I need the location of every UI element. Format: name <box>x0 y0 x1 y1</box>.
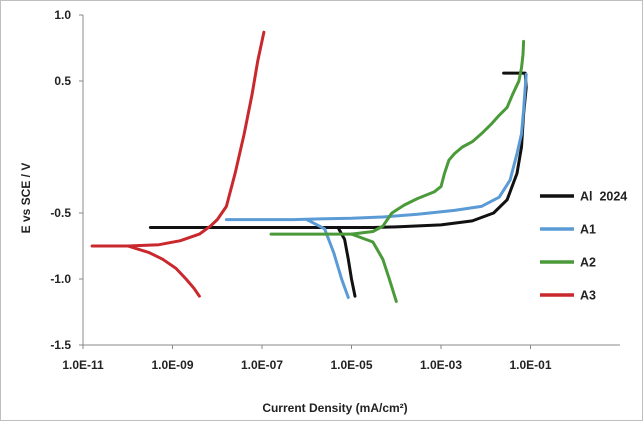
legend-label: Al 2024 <box>580 190 627 204</box>
x-tick-label: 1.0E-09 <box>151 358 193 372</box>
legend-label: A3 <box>580 289 596 303</box>
x-axis-title: Current Density (mA/cm²) <box>262 401 407 415</box>
series-line-al-2024-cathodic <box>336 226 357 298</box>
y-tick-label: -1.5 <box>50 338 71 352</box>
series-line-a3-cathodic <box>126 244 201 298</box>
x-tick-label: 1.0E-01 <box>509 358 551 372</box>
axes <box>82 15 620 346</box>
series-line-a1-cathodic <box>305 218 350 299</box>
x-tick-labels: 1.0E-11 1.0E-09 1.0E-07 1.0E-05 1.0E-03 1.0E-… <box>62 345 552 372</box>
y-axis-title: E vs SCE / V <box>19 163 33 234</box>
y-tick-label: 1.0 <box>54 8 71 22</box>
y-tick-labels: 1.0 0.5 -0.5 -1.0 -1.5 <box>50 8 83 352</box>
series-line-a2 <box>269 39 526 236</box>
legend-label: A2 <box>580 256 596 270</box>
y-tick-label: -1.0 <box>50 272 71 286</box>
x-tick-label: 1.0E-07 <box>241 358 283 372</box>
series-layer <box>90 30 528 303</box>
series-line-a1 <box>224 72 528 222</box>
x-tick-label: 1.0E-11 <box>62 358 104 372</box>
legend: Al 2024 A1 A2 A3 <box>540 190 627 303</box>
series-line-al-2024 <box>148 71 528 229</box>
y-tick-label: -0.5 <box>50 206 71 220</box>
y-tick-label: 0.5 <box>54 74 71 88</box>
legend-label: A1 <box>580 223 596 237</box>
series-line-a3 <box>90 30 266 248</box>
x-tick-label: 1.0E-03 <box>420 358 462 372</box>
series-line-a2-cathodic <box>350 232 398 303</box>
x-tick-label: 1.0E-05 <box>330 358 372 372</box>
